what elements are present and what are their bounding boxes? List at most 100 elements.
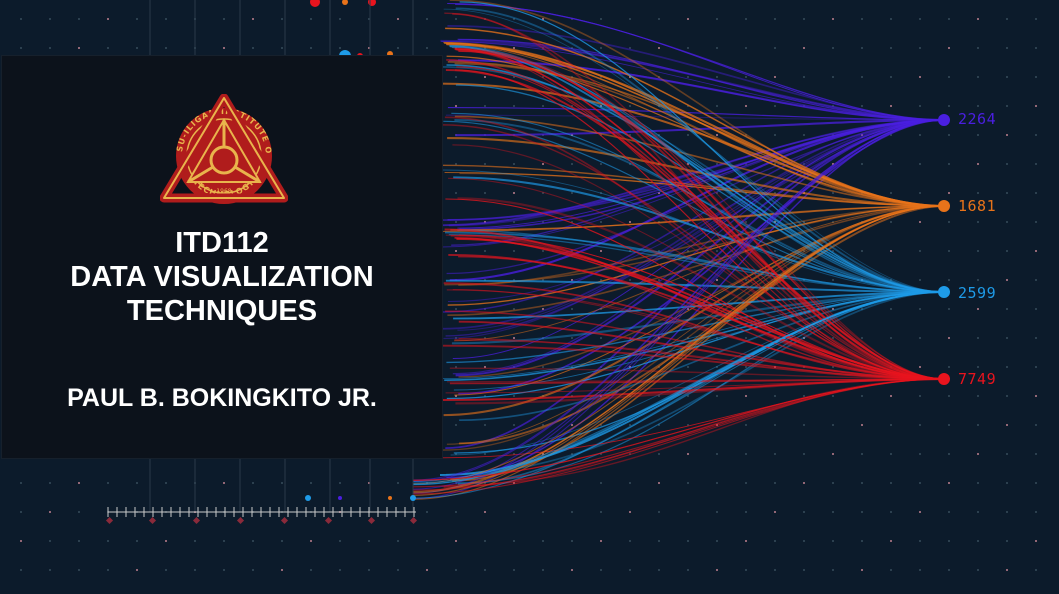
flow-line	[452, 13, 945, 380]
grid-dot	[484, 366, 486, 368]
grid-dot	[745, 279, 747, 281]
grid-dot	[165, 540, 167, 542]
grid-dot	[1006, 511, 1008, 513]
grid-dot	[629, 279, 631, 281]
grid-dot	[165, 482, 167, 484]
grid-dot	[455, 540, 457, 542]
grid-dot	[861, 540, 863, 542]
grid-dot	[919, 569, 921, 571]
grid-dot	[571, 511, 573, 513]
grid-dot	[977, 250, 979, 252]
grid-dot	[136, 482, 138, 484]
grid-dot	[455, 105, 457, 107]
grid-dot	[136, 540, 138, 542]
grid-dot	[774, 192, 776, 194]
grid-dot	[658, 395, 660, 397]
grid-dot	[339, 569, 341, 571]
grid-dot	[455, 337, 457, 339]
seal-year: 1968	[216, 188, 231, 195]
grid-dot	[716, 482, 718, 484]
axis-marker	[367, 516, 376, 525]
grid-dot	[687, 424, 689, 426]
grid-dot	[919, 76, 921, 78]
grid-dot	[687, 105, 689, 107]
grid-dot	[861, 511, 863, 513]
grid-dot	[281, 569, 283, 571]
grid-dot	[600, 540, 602, 542]
grid-dot	[600, 47, 602, 49]
grid-dot	[571, 424, 573, 426]
grid-dot	[977, 47, 979, 49]
decor-dot	[342, 0, 348, 5]
flow-line	[457, 50, 945, 380]
grid-dot	[629, 540, 631, 542]
flow-line	[412, 291, 945, 499]
grid-dot	[948, 105, 950, 107]
grid-dot	[890, 18, 892, 20]
grid-dot	[861, 76, 863, 78]
grid-dot	[455, 163, 457, 165]
grid-dot	[571, 366, 573, 368]
grid-dot	[977, 221, 979, 223]
flow-line	[443, 8, 945, 293]
grid-dot	[861, 569, 863, 571]
grid-dot	[716, 192, 718, 194]
flow-line	[446, 291, 945, 476]
grid-dot	[455, 18, 457, 20]
grid-dot	[774, 482, 776, 484]
grid-dot	[455, 192, 457, 194]
grid-dot	[919, 47, 921, 49]
grid-dot	[513, 569, 515, 571]
grid-dot	[977, 511, 979, 513]
grid-dot	[658, 76, 660, 78]
grid-dot	[484, 250, 486, 252]
grid-dot	[542, 511, 544, 513]
grid-dot	[687, 76, 689, 78]
grid-dot	[223, 569, 225, 571]
flow-line	[412, 205, 945, 500]
grid-dot	[745, 453, 747, 455]
grid-dot	[484, 424, 486, 426]
grid-dot	[542, 47, 544, 49]
grid-dot	[658, 511, 660, 513]
flow-line	[412, 291, 945, 484]
grid-dot	[977, 337, 979, 339]
grid-dot	[513, 47, 515, 49]
grid-dot	[629, 424, 631, 426]
grid-dot	[1006, 18, 1008, 20]
grid-dot	[803, 221, 805, 223]
axis-marker	[192, 516, 201, 525]
grid-dot	[977, 540, 979, 542]
grid-dot	[542, 163, 544, 165]
grid-dot	[513, 163, 515, 165]
grid-dot	[397, 18, 399, 20]
grid-dot	[977, 163, 979, 165]
flow-line	[455, 48, 945, 380]
flow-line	[452, 119, 945, 375]
grid-dot	[1006, 250, 1008, 252]
axis-marker	[324, 516, 333, 525]
grid-dot	[919, 308, 921, 310]
grid-dot	[339, 47, 341, 49]
flow-line	[457, 59, 945, 122]
grid-dot	[948, 279, 950, 281]
grid-dot	[832, 47, 834, 49]
flow-line	[441, 119, 945, 313]
grid-dot	[774, 569, 776, 571]
grid-dot	[948, 395, 950, 397]
grid-dot	[890, 511, 892, 513]
grid-dot	[629, 134, 631, 136]
grid-dot	[687, 453, 689, 455]
grid-dot	[78, 540, 80, 542]
grid-dot	[890, 482, 892, 484]
grid-dot	[948, 192, 950, 194]
grid-dot	[1035, 308, 1037, 310]
grid-dot	[890, 250, 892, 252]
grid-dot	[1006, 569, 1008, 571]
flow-line	[442, 205, 945, 451]
flow-line	[454, 69, 945, 380]
grid-dot	[745, 105, 747, 107]
grid-dot	[832, 76, 834, 78]
grid-dot	[861, 337, 863, 339]
grid-dot	[832, 163, 834, 165]
